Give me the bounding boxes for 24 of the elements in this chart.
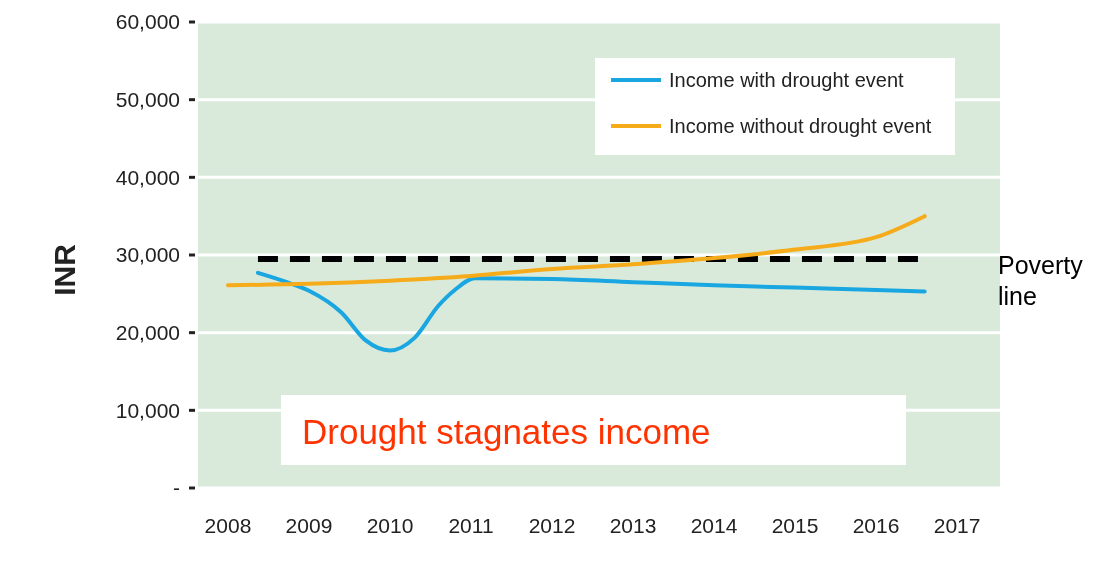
- y-tick-label: -: [173, 476, 180, 500]
- y-tick-label: 40,000: [115, 165, 180, 189]
- x-tick-label: 2011: [448, 514, 494, 537]
- x-tick-label: 2014: [690, 514, 738, 537]
- x-tick-label: 2008: [204, 514, 252, 537]
- x-tick-label: 2010: [366, 514, 414, 537]
- y-tick-label: 20,000: [115, 321, 180, 345]
- y-tick-label: 60,000: [115, 10, 180, 34]
- line-series: [225, 214, 927, 288]
- x-tick-label: 2016: [852, 514, 900, 537]
- line-series: [255, 270, 927, 353]
- x-tick-label: 2015: [771, 514, 819, 537]
- x-tick-label: 2017: [933, 514, 981, 537]
- legend-label: Income without drought event: [669, 115, 932, 137]
- y-axis-title: INR: [48, 243, 81, 296]
- y-tick-label: 50,000: [115, 88, 180, 112]
- annotation: Drought stagnates income: [302, 412, 711, 452]
- x-tick-label: 2009: [285, 514, 333, 537]
- y-tick-label: 10,000: [115, 398, 180, 422]
- ref-line-label: Poverty line: [998, 250, 1084, 310]
- x-tick-label: 2013: [609, 514, 657, 537]
- y-tick-label: 30,000: [115, 243, 180, 267]
- legend-label: Income with drought event: [669, 69, 905, 91]
- x-tick-label: 2012: [528, 514, 576, 537]
